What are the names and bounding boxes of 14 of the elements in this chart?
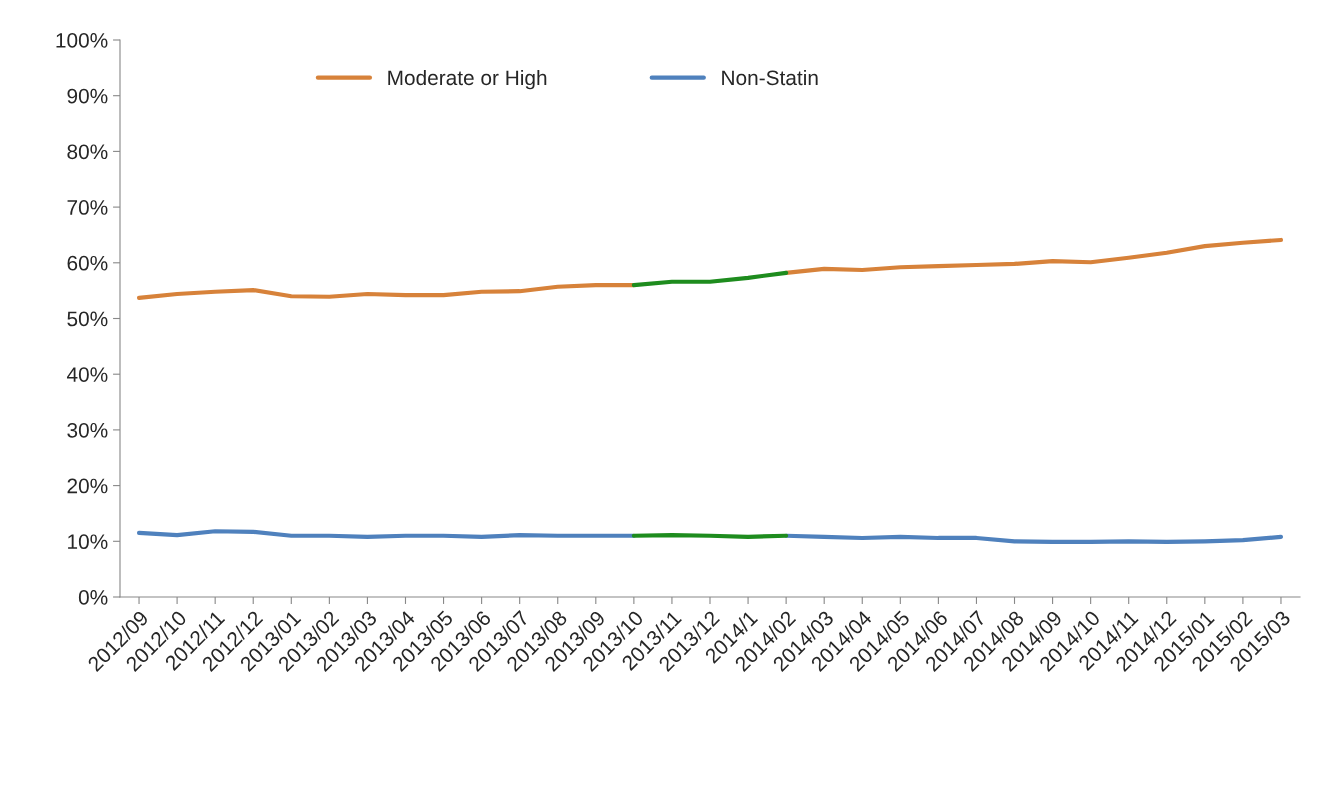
y-tick-label: 90% (67, 88, 108, 104)
y-tick-label: 60% (67, 255, 108, 271)
y-tick-label: 0% (78, 590, 108, 605)
y-tick-label: 70% (67, 200, 108, 215)
y-tick-label: 10% (68, 534, 108, 550)
legend-label: Moderate or High (388, 69, 547, 90)
y-tick-label: 20% (67, 478, 108, 494)
y-tick-label: 30% (67, 422, 108, 438)
y-tick-label: 50% (67, 311, 108, 327)
legend-label: Non-Statin (722, 69, 818, 86)
y-tick-label: 80% (67, 144, 108, 160)
y-tick-label: 40% (66, 367, 108, 382)
line-series (631, 270, 789, 288)
y-tick-label: 100% (56, 33, 108, 48)
